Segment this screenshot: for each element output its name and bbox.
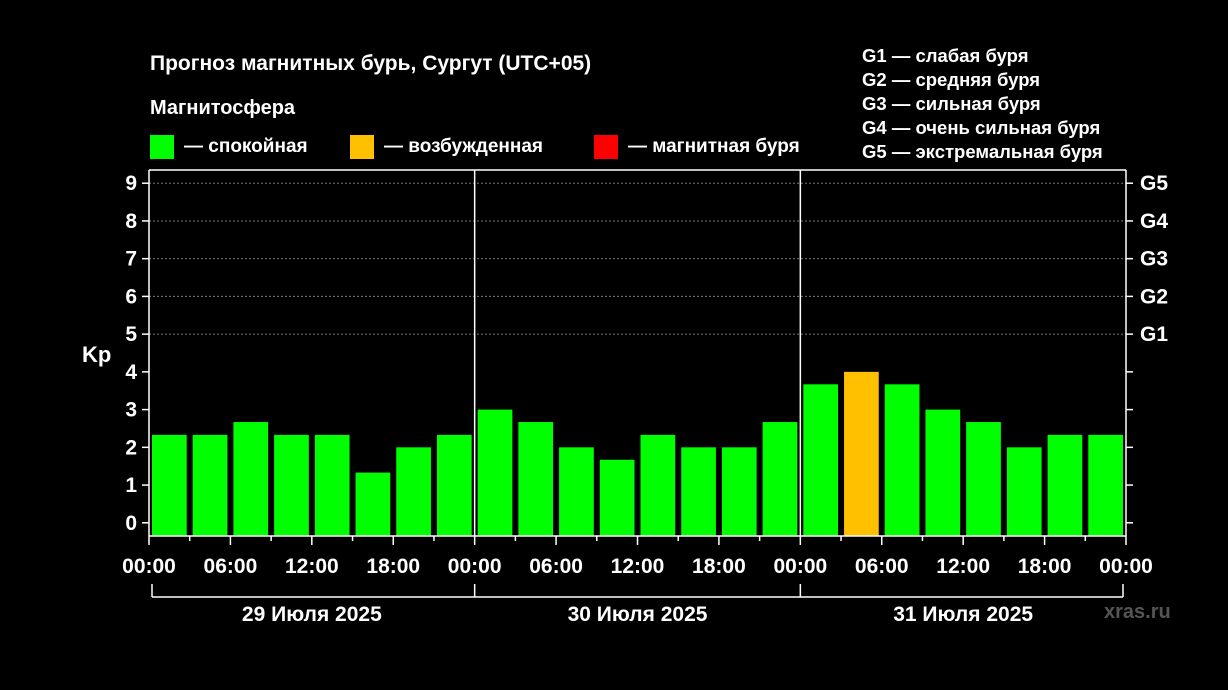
kp-bar bbox=[844, 371, 879, 536]
legend-item-quiet: — спокойная bbox=[150, 134, 308, 160]
right-tick-label: G1 bbox=[1140, 323, 1168, 346]
legend-swatch-active bbox=[350, 135, 374, 159]
kp-bar bbox=[640, 434, 676, 536]
y-tick-label: 6 bbox=[125, 285, 137, 308]
kp-bar bbox=[1047, 434, 1083, 536]
x-tick-label: 00:00 bbox=[122, 555, 176, 578]
kp-bar bbox=[721, 447, 757, 536]
x-tick-label: 18:00 bbox=[366, 555, 420, 578]
legend-item-storm: — магнитная буря bbox=[594, 134, 800, 160]
kp-bar bbox=[559, 447, 594, 536]
x-tick-label: 00:00 bbox=[773, 555, 827, 578]
storm-level-g1: G1 — слабая буря bbox=[862, 45, 1029, 66]
legend-label-storm: — магнитная буря bbox=[628, 136, 800, 157]
y-axis-label: Kp bbox=[82, 342, 112, 367]
kp-bar bbox=[314, 434, 350, 536]
kp-bar bbox=[1088, 434, 1123, 536]
watermark: xras.ru bbox=[1104, 601, 1171, 623]
x-tick-label: 18:00 bbox=[1018, 555, 1072, 578]
right-tick-label: G5 bbox=[1140, 172, 1168, 195]
y-tick-label: 4 bbox=[125, 361, 137, 384]
kp-bar bbox=[762, 422, 798, 536]
x-tick-label: 12:00 bbox=[611, 555, 665, 578]
kp-bar bbox=[355, 472, 391, 536]
day-label: 31 Июля 2025 bbox=[893, 603, 1033, 626]
storm-level-g4: G4 — очень сильная буря bbox=[862, 117, 1101, 138]
kp-bar bbox=[966, 422, 1001, 536]
x-tick-label: 12:00 bbox=[936, 555, 990, 578]
kp-bar bbox=[518, 422, 554, 536]
kp-bar bbox=[803, 384, 839, 536]
x-tick-label: 00:00 bbox=[1099, 555, 1153, 578]
kp-bar bbox=[396, 447, 431, 536]
right-tick-label: G2 bbox=[1140, 285, 1168, 308]
y-tick-label: 1 bbox=[125, 474, 137, 497]
legend-label-active: — возбужденная bbox=[384, 136, 544, 157]
kp-bar bbox=[884, 384, 920, 536]
chart-subtitle: Магнитосфера bbox=[150, 97, 296, 119]
kp-bar bbox=[274, 434, 309, 536]
kp-bar bbox=[1006, 447, 1042, 536]
kp-bar bbox=[925, 409, 961, 536]
chart-title: Прогноз магнитных бурь, Сургут (UTC+05) bbox=[150, 52, 592, 75]
kp-bar bbox=[599, 459, 635, 536]
kp-bar bbox=[477, 409, 513, 536]
kp-bar bbox=[233, 422, 269, 536]
legend-label-quiet: — спокойная bbox=[184, 136, 308, 157]
y-tick-label: 3 bbox=[125, 399, 137, 422]
legend-item-active: — возбужденная bbox=[350, 134, 543, 160]
kp-bar bbox=[681, 447, 716, 536]
kp-bar bbox=[152, 434, 187, 536]
x-tick-label: 18:00 bbox=[692, 555, 746, 578]
x-tick-label: 06:00 bbox=[855, 555, 909, 578]
x-tick-label: 06:00 bbox=[529, 555, 583, 578]
x-tick-label: 12:00 bbox=[285, 555, 339, 578]
storm-level-g2: G2 — средняя буря bbox=[862, 69, 1041, 90]
y-tick-label: 8 bbox=[125, 210, 137, 233]
legend-swatch-quiet bbox=[150, 135, 174, 159]
day-label: 29 Июля 2025 bbox=[242, 603, 382, 626]
kp-bar bbox=[192, 434, 228, 536]
y-tick-label: 0 bbox=[125, 512, 137, 535]
storm-level-g3: G3 — сильная буря bbox=[862, 93, 1041, 114]
kp-bar bbox=[436, 434, 472, 536]
y-tick-label: 5 bbox=[125, 323, 137, 346]
x-tick-label: 06:00 bbox=[204, 555, 258, 578]
legend-swatch-storm bbox=[594, 135, 618, 159]
y-tick-label: 2 bbox=[125, 436, 137, 459]
y-tick-label: 7 bbox=[125, 248, 137, 271]
y-tick-label: 9 bbox=[125, 172, 137, 195]
x-tick-label: 00:00 bbox=[448, 555, 502, 578]
day-label: 30 Июля 2025 bbox=[568, 603, 708, 626]
storm-level-list: G1 — слабая буря G2 — средняя буря G3 — … bbox=[862, 44, 1103, 164]
right-tick-label: G3 bbox=[1140, 248, 1168, 271]
storm-level-g5: G5 — экстремальная буря bbox=[862, 141, 1103, 162]
right-tick-label: G4 bbox=[1140, 210, 1168, 233]
